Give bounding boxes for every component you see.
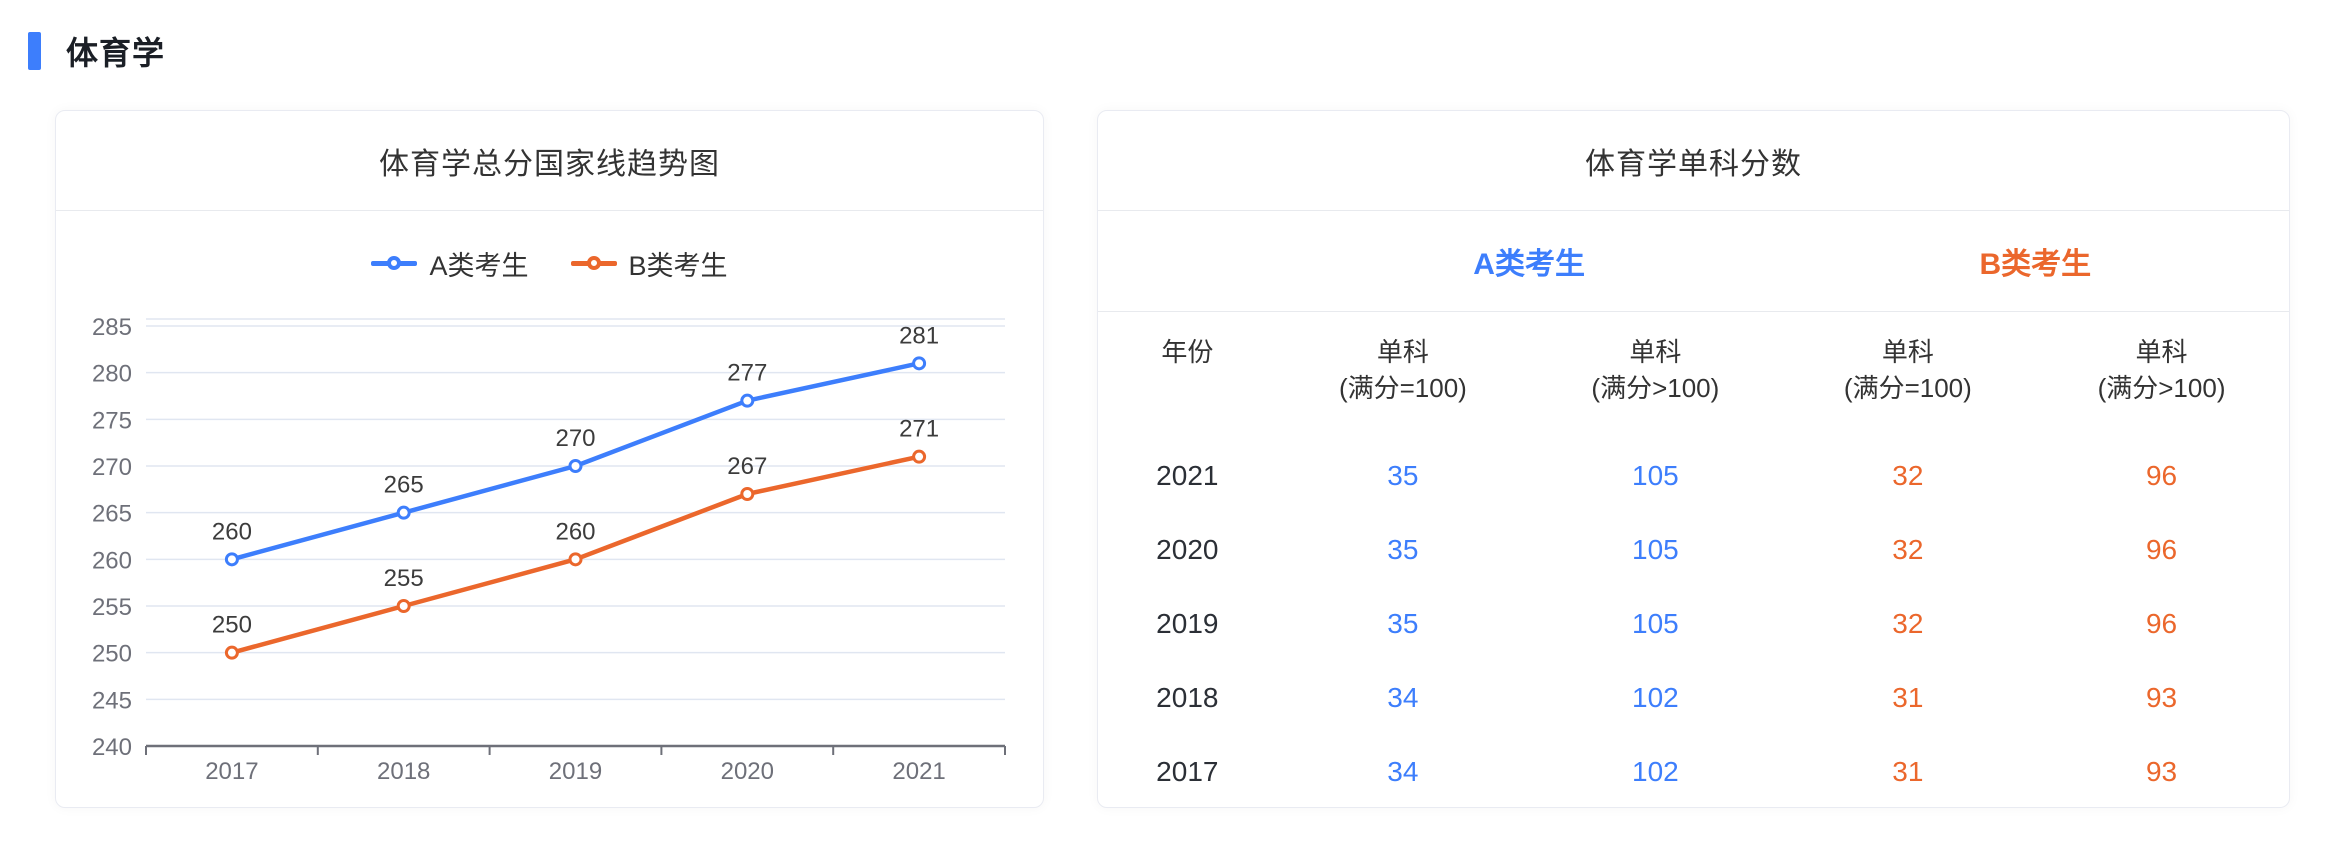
data-point-marker <box>224 645 239 660</box>
table-column-header-row: 年份 单科 (满分=100) 单科 (满分>100) 单科 (满分=100) 单科 (满… <box>1098 311 2289 439</box>
table-row: 2017 34 102 31 93 <box>1098 735 2289 809</box>
data-point-label: 277 <box>727 360 767 387</box>
y-axis-tick-label: 240 <box>92 734 132 761</box>
scores-table: A类考生 B类考生 年份 单科 (满分=100) 单科 (满分>100) 单科 (满分… <box>1098 211 2289 809</box>
y-axis-tick-label: 245 <box>92 687 132 714</box>
trend-chart-card: 体育学总分国家线趋势图 A类考生 B类考生 240 245 250 255 260 265… <box>55 110 1044 808</box>
data-point-label: 250 <box>212 612 252 639</box>
score-cell: 96 <box>2145 534 2178 565</box>
chart-legend: A类考生 B类考生 <box>56 247 1043 281</box>
data-point-marker <box>568 552 583 567</box>
column-header-a1: 单科 (满分=100) <box>1338 336 1467 403</box>
data-point-label: 267 <box>727 453 767 480</box>
group-header-spacer <box>1098 211 1277 312</box>
year-cell: 2018 <box>1156 682 1219 713</box>
legend-label-b: B类考生 <box>628 250 728 281</box>
score-cell: 105 <box>1632 608 1679 639</box>
data-point-marker <box>912 449 927 464</box>
score-cell: 34 <box>1387 682 1419 713</box>
data-point-marker <box>396 599 411 613</box>
section-header: 体育学 <box>28 28 165 74</box>
score-cell: 32 <box>1892 608 1924 639</box>
column-header-b2: 单科 (满分>100) <box>2097 336 2226 403</box>
data-point-label: 270 <box>555 425 595 452</box>
data-point-marker <box>740 393 755 408</box>
x-axis-tick-label: 2018 <box>377 758 430 785</box>
data-point-label: 265 <box>384 472 424 499</box>
y-axis-tick-label: 260 <box>92 547 132 574</box>
data-point-marker <box>396 505 411 520</box>
score-cell: 32 <box>1892 460 1924 491</box>
score-cell: 32 <box>1892 534 1924 565</box>
legend-item-b[interactable]: B类考生 <box>570 244 728 283</box>
year-cell: 2019 <box>1156 608 1219 639</box>
chart-area: A类考生 B类考生 240 245 250 255 260 265 270 275 280 285… <box>56 211 1043 808</box>
score-cell: 34 <box>1387 756 1419 787</box>
year-cell: 2021 <box>1156 460 1219 491</box>
x-axis-tick-label: 2017 <box>205 758 258 785</box>
section-accent-bar <box>28 32 41 70</box>
score-cell: 105 <box>1632 534 1679 565</box>
table-row: 2020 35 105 32 96 <box>1098 513 2289 587</box>
y-axis-tick-label: 250 <box>92 641 132 668</box>
y-axis-tick-label: 255 <box>92 594 132 621</box>
score-cell: 35 <box>1387 534 1419 565</box>
y-axis-tick-label: 285 <box>92 314 132 341</box>
y-axis-tick-label: 265 <box>92 501 132 528</box>
legend-item-a[interactable]: A类考生 <box>371 244 529 283</box>
data-point-label: 260 <box>555 518 595 545</box>
year-cell: 2020 <box>1156 534 1219 565</box>
trend-line-chart: 240 245 250 255 260 265 270 275 280 285 2017 2018 20… <box>92 314 1006 785</box>
score-cell: 93 <box>2145 682 2178 713</box>
y-axis-tick-label: 280 <box>92 361 132 388</box>
score-cell: 102 <box>1632 756 1679 787</box>
x-axis-tick-label: 2020 <box>721 758 774 785</box>
score-cell: 93 <box>2145 756 2178 787</box>
y-axis-tick-label: 270 <box>92 454 132 481</box>
y-axis-tick-label: 275 <box>92 407 132 434</box>
column-header-b1: 单科 (满分=100) <box>1843 336 1972 403</box>
data-point-marker <box>224 552 239 567</box>
chart-card-header: 体育学总分国家线趋势图 <box>56 111 1043 211</box>
data-point-marker <box>568 459 583 473</box>
score-cell: 31 <box>1892 756 1924 787</box>
table-row: 2019 35 105 32 96 <box>1098 587 2289 661</box>
data-point-label: 271 <box>899 416 939 443</box>
data-point-label: 255 <box>384 565 424 592</box>
score-cell: 35 <box>1387 460 1419 491</box>
legend-label-a: A类考生 <box>429 250 529 281</box>
x-axis-tick-label: 2021 <box>892 758 945 785</box>
scores-table-card: 体育学单科分数 A类考生 B类考生 年份 单科 (满分=100) 单科 (满分>10… <box>1097 110 2290 808</box>
table-row: 2021 35 105 32 96 <box>1098 439 2289 513</box>
data-point-label: 260 <box>212 518 252 545</box>
year-cell: 2017 <box>1156 756 1219 787</box>
column-header-year: 年份 <box>1161 336 1214 367</box>
group-header-a: A类考生 <box>1276 211 1782 312</box>
score-cell: 105 <box>1632 460 1679 491</box>
line-series-b-icon <box>570 256 617 270</box>
score-cell: 35 <box>1387 608 1419 639</box>
score-cell: 31 <box>1892 682 1924 713</box>
data-point-marker <box>740 487 755 501</box>
section-title: 体育学 <box>66 35 166 71</box>
group-header-b: B类考生 <box>1781 211 2289 312</box>
table-group-header-row: A类考生 B类考生 <box>1098 211 2289 312</box>
table-card-header: 体育学单科分数 <box>1098 111 2289 211</box>
data-point-marker <box>912 356 927 371</box>
score-cell: 102 <box>1632 682 1679 713</box>
score-cell: 96 <box>2145 608 2178 639</box>
data-point-label: 281 <box>899 322 939 349</box>
table-card-title: 体育学单科分数 <box>1585 147 1802 181</box>
x-axis-tick-label: 2019 <box>549 758 602 785</box>
score-cell: 96 <box>2145 460 2178 491</box>
line-series-a-icon <box>371 256 418 270</box>
column-header-a2: 单科 (满分>100) <box>1591 336 1720 403</box>
table-row: 2018 34 102 31 93 <box>1098 661 2289 735</box>
chart-card-title: 体育学总分国家线趋势图 <box>379 147 720 181</box>
